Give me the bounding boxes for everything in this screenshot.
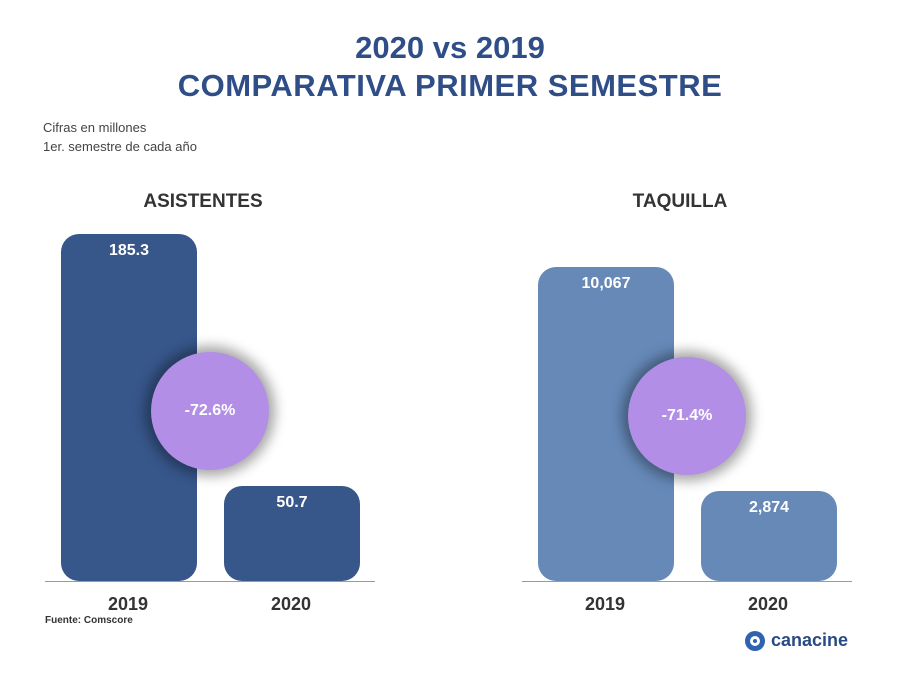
bar-taquilla-2020 xyxy=(701,491,837,581)
value-label-taquilla-2020: 2,874 xyxy=(748,499,790,516)
category-label-asistentes-2020: 2020 xyxy=(270,594,312,614)
baseline-taquilla xyxy=(522,581,852,582)
value-label-asistentes-2020: 50.7 xyxy=(276,494,308,511)
panel-title-asistentes: ASISTENTES xyxy=(143,191,263,212)
value-label-asistentes-2019: 185.3 xyxy=(108,242,150,259)
note-period: 1er. semestre de cada año xyxy=(43,139,197,154)
note-units: Cifras en millones xyxy=(43,120,147,135)
chart-title-line2: COMPARATIVA PRIMER SEMESTRE xyxy=(177,68,723,103)
change-bubble-asistentes: -72.6% xyxy=(151,352,269,470)
canacine-logo: canacine xyxy=(745,630,848,651)
change-bubble-taquilla: -71.4% xyxy=(628,357,746,475)
panel-title-taquilla: TAQUILLA xyxy=(632,191,728,212)
category-label-asistentes-2019: 2019 xyxy=(107,594,149,614)
chart-title-line1: 2020 vs 2019 xyxy=(355,30,545,65)
baseline-asistentes xyxy=(45,581,375,582)
category-label-taquilla-2019: 2019 xyxy=(584,594,626,614)
canacine-logo-text: canacine xyxy=(771,630,849,650)
value-label-taquilla-2019: 10,067 xyxy=(581,275,631,292)
canacine-logo-icon xyxy=(745,630,765,651)
source-note: Fuente: Comscore xyxy=(45,615,133,626)
bar-asistentes-2020 xyxy=(224,486,360,581)
category-label-taquilla-2020: 2020 xyxy=(747,594,789,614)
